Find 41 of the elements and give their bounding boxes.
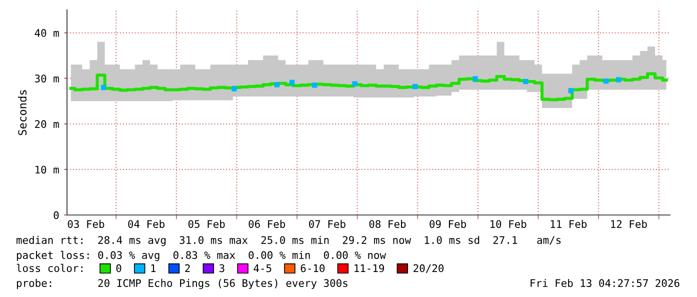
x-tick-label: 06 Feb xyxy=(248,220,286,228)
legend-label: 4-5 xyxy=(254,264,272,272)
text: packet loss: 0.03 % avg 0.83 % max 0.00 % min 0.00 % now xyxy=(16,250,386,262)
text: median rtt: 28.4 ms avg 31.0 ms max 25.0 ms min 29.2 ms now 1.0 ms sd 27.1 am/s xyxy=(16,236,561,246)
point xyxy=(472,76,478,82)
y-tick-label: 40 m xyxy=(34,29,59,37)
point xyxy=(232,86,237,92)
point xyxy=(352,81,358,86)
x-tick-label: 05 Feb xyxy=(188,220,225,228)
y-tick-label: 20 m xyxy=(35,120,59,128)
x-tick-label: 09 Feb xyxy=(430,220,466,228)
x-tick-label: 07 Feb xyxy=(309,220,346,228)
legend-label: 6-10 xyxy=(300,264,325,272)
y-tick-label: 30 m xyxy=(34,74,59,82)
x-tick-label: 03 Feb xyxy=(68,220,104,228)
text: Fri Feb 13 04:27:57 2026 xyxy=(530,278,680,288)
point xyxy=(100,84,106,90)
text: probe: 20 ICMP Echo Pings (56 Bytes) every 300s xyxy=(16,278,348,290)
point xyxy=(616,77,622,82)
point xyxy=(274,82,280,88)
legend-label: 2 xyxy=(185,264,190,272)
x-tick-label: 10 Feb xyxy=(490,220,526,228)
point xyxy=(603,78,609,84)
x-tick-label: 08 Feb xyxy=(369,220,406,228)
point xyxy=(523,78,528,84)
point xyxy=(568,88,574,94)
x-tick-label: 11 Feb xyxy=(550,220,587,228)
y-tick-label: 0 xyxy=(54,211,59,220)
legend-label: 20/20 xyxy=(414,264,444,273)
legend-label: 11-19 xyxy=(354,264,384,272)
legend-label: 1 xyxy=(151,264,156,272)
point xyxy=(312,82,318,88)
x-tick-label: 04 Feb xyxy=(128,220,164,228)
y-tick-label: 10 m xyxy=(36,166,59,174)
y-axis-title: Seconds xyxy=(18,90,27,136)
legend-label: 0 xyxy=(116,264,122,272)
legend-label: 3 xyxy=(220,264,224,272)
x-tick-label: 12 Feb xyxy=(611,220,647,228)
legend-title: loss color: xyxy=(16,264,82,272)
point xyxy=(412,84,418,90)
point xyxy=(289,80,295,86)
